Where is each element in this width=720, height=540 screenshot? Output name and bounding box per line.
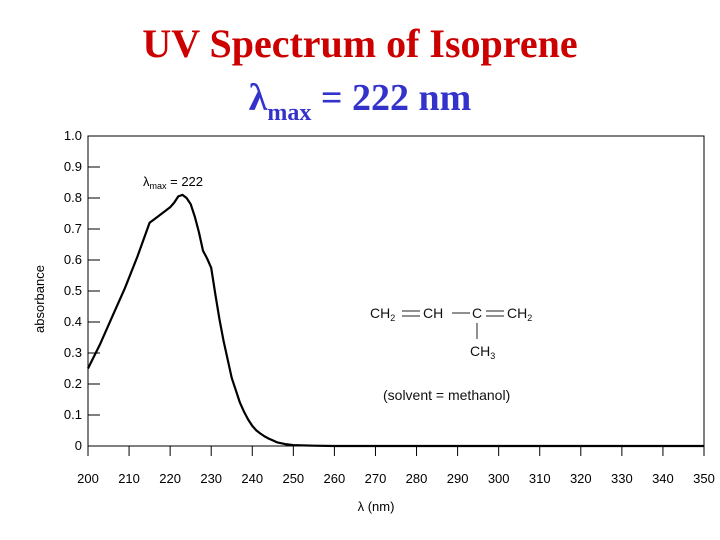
x-tick-label-310: 310 (529, 471, 551, 486)
x-tick-label-240: 240 (241, 471, 263, 486)
x-tick-label-260: 260 (324, 471, 346, 486)
x-axis: 200 210 220 230 240 250 260 270 280 290 300 310 320 3… (77, 446, 715, 486)
y-tick-label-0.6: 0.6 (64, 252, 82, 267)
x-tick-label-330: 330 (611, 471, 633, 486)
x-tick-label-270: 270 (365, 471, 387, 486)
y-axis: 0 0.1 0.2 0.3 0.4 0.5 0.6 0.7 0.8 0.9 1.0 (64, 128, 100, 453)
x-tick-label-340: 340 (652, 471, 674, 486)
x-tick-label-220: 220 (159, 471, 181, 486)
x-tick-label-300: 300 (488, 471, 510, 486)
lambda-max-sub: max (150, 181, 168, 191)
formula-c: C (472, 305, 482, 321)
lambda-symbol: λ (248, 77, 268, 119)
lambda-max-value: = 222 (167, 174, 204, 189)
x-tick-label-290: 290 (447, 471, 469, 486)
formula-ch2-left: CH2 (370, 305, 395, 323)
y-tick-label-0.1: 0.1 (64, 407, 82, 422)
absorbance-curve (87, 193, 704, 448)
y-tick-label-0.7: 0.7 (64, 221, 82, 236)
x-tick-label-230: 230 (200, 471, 222, 486)
x-tick-label-210: 210 (118, 471, 140, 486)
formula-ch2-right: CH2 (507, 305, 532, 323)
lambda-max-annotation: λmax = 222 (143, 174, 203, 191)
isoprene-structure: CH2 CH C CH2 CH3 (370, 305, 532, 361)
slide-subtitle: λmax = 222 nm (0, 76, 720, 135)
y-tick-label-0.9: 0.9 (64, 159, 82, 174)
y-tick-label-0.8: 0.8 (64, 190, 82, 205)
y-tick-label-0.4: 0.4 (64, 314, 82, 329)
y-tick-label-0.5: 0.5 (64, 283, 82, 298)
lambda-max-symbol: λ (143, 174, 150, 189)
y-tick-label-0.2: 0.2 (64, 376, 82, 391)
y-tick-label-1: 1.0 (64, 128, 82, 143)
y-tick-label-0.3: 0.3 (64, 345, 82, 360)
solvent-note: (solvent = methanol) (383, 387, 510, 403)
subtitle-value: = 222 nm (311, 77, 472, 119)
formula-ch3: CH3 (470, 343, 495, 361)
y-axis-label: absorbance (32, 265, 47, 333)
formula-ch: CH (423, 305, 443, 321)
x-tick-label-250: 250 (282, 471, 304, 486)
max-subscript: max (267, 100, 312, 126)
x-tick-label-320: 320 (570, 471, 592, 486)
slide-title: UV Spectrum of Isoprene (142, 21, 578, 66)
y-tick-label-0: 0 (75, 438, 82, 453)
x-tick-label-350: 350 (693, 471, 715, 486)
x-tick-label-280: 280 (406, 471, 428, 486)
x-axis-label: λ (nm) (358, 499, 395, 514)
x-tick-label-200: 200 (77, 471, 99, 486)
